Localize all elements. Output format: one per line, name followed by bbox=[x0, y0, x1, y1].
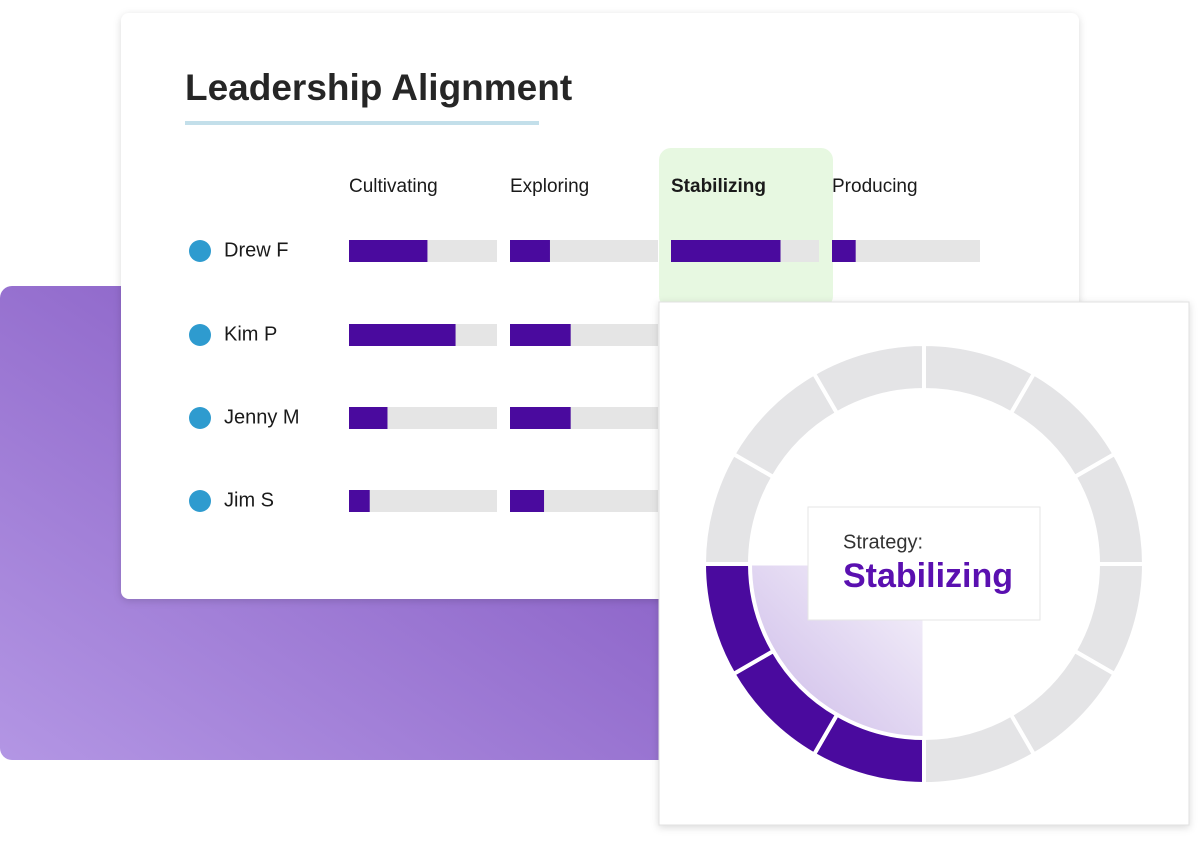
person-name: Jim S bbox=[224, 489, 274, 511]
bar-fill bbox=[671, 240, 781, 262]
column-header: Exploring bbox=[510, 176, 589, 197]
person-dot bbox=[189, 490, 211, 512]
bar-fill bbox=[349, 490, 370, 512]
column-header: Stabilizing bbox=[671, 176, 766, 197]
person-name: Drew F bbox=[224, 239, 288, 261]
column-header: Producing bbox=[832, 176, 918, 197]
bar-fill bbox=[832, 240, 856, 262]
bar-fill bbox=[349, 407, 388, 429]
bar-track bbox=[510, 490, 658, 512]
bar-fill bbox=[510, 490, 545, 512]
bar-fill bbox=[510, 240, 550, 262]
table: Cultivating Exploring Stabilizing Producing… bbox=[189, 148, 980, 512]
bar-track bbox=[349, 490, 497, 512]
bar-track bbox=[832, 240, 980, 262]
strategy-value: Stabilizing bbox=[843, 557, 1013, 595]
highlight-column bbox=[659, 148, 833, 308]
person-name: Jenny M bbox=[224, 406, 300, 428]
bar-fill bbox=[349, 240, 428, 262]
bar-fill bbox=[510, 407, 571, 429]
strategy-box bbox=[807, 506, 1041, 621]
person-dot bbox=[189, 407, 211, 429]
person-dot bbox=[189, 324, 211, 346]
card-title: Leadership Alignment bbox=[185, 67, 572, 108]
bar-fill bbox=[510, 324, 571, 346]
bar-fill bbox=[349, 324, 456, 346]
ring-segment bbox=[1071, 451, 1147, 566]
title-underline bbox=[185, 121, 539, 125]
strategy-label: Strategy: bbox=[843, 531, 923, 553]
ring bbox=[701, 341, 1147, 787]
person-dot bbox=[189, 240, 211, 262]
column-header: Cultivating bbox=[349, 176, 438, 197]
person-name: Kim P bbox=[224, 323, 277, 345]
